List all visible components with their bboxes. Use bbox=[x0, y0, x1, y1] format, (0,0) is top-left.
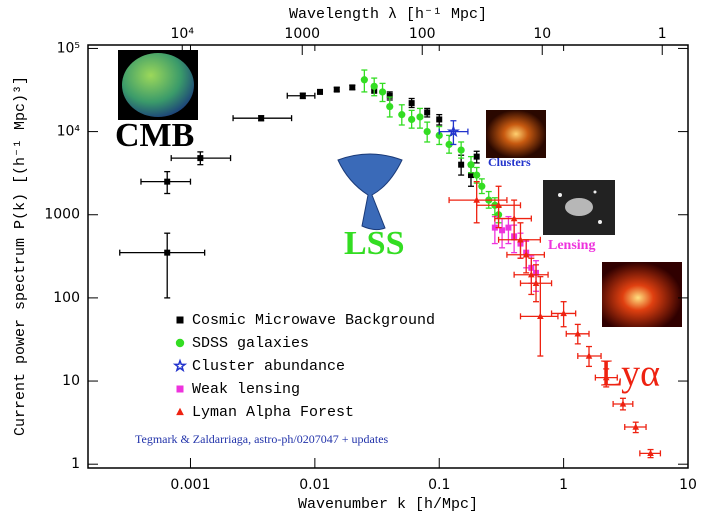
point bbox=[258, 115, 264, 121]
clusters-image bbox=[486, 110, 546, 158]
point bbox=[505, 225, 511, 231]
point bbox=[436, 116, 442, 122]
legend-label: Lyman Alpha Forest bbox=[192, 404, 354, 421]
legend-marker bbox=[176, 339, 184, 347]
point bbox=[458, 162, 464, 168]
legend-marker bbox=[177, 317, 184, 324]
x2-tick-label: 1000 bbox=[284, 26, 320, 42]
x-axis-title: Wavenumber k [h/Mpc] bbox=[298, 496, 478, 513]
cmb-image bbox=[118, 50, 198, 120]
chart: CMB LSS Clusters Lensing Lyα Tegmark & Z… bbox=[0, 0, 706, 518]
point bbox=[424, 128, 431, 135]
point bbox=[408, 116, 415, 123]
legend-marker bbox=[175, 361, 185, 370]
point bbox=[478, 183, 485, 190]
point bbox=[300, 93, 306, 99]
legend-label: SDSS galaxies bbox=[192, 335, 309, 352]
point bbox=[197, 155, 203, 161]
annotation: CMB bbox=[115, 117, 194, 154]
x-tick-label: 1 bbox=[559, 477, 568, 493]
point bbox=[467, 161, 474, 168]
y-tick-label: 10⁴ bbox=[57, 124, 81, 140]
point bbox=[386, 103, 393, 110]
y-tick-label: 10⁵ bbox=[57, 40, 80, 56]
x2-tick-label: 10 bbox=[533, 26, 551, 42]
point bbox=[398, 111, 405, 118]
point bbox=[361, 76, 368, 83]
x2-tick-label: 1 bbox=[658, 26, 667, 42]
lya-image bbox=[602, 262, 682, 327]
point bbox=[416, 113, 423, 120]
point bbox=[164, 250, 170, 256]
lensing-image bbox=[543, 180, 615, 235]
legend-label: Cosmic Microwave Background bbox=[192, 312, 435, 329]
legend-marker bbox=[176, 408, 184, 415]
x2-axis-title: Wavelength λ [h⁻¹ Mpc] bbox=[289, 6, 487, 23]
lss-shape bbox=[338, 154, 402, 230]
legend-marker bbox=[177, 386, 184, 393]
x-tick-label: 0.001 bbox=[170, 477, 210, 493]
point bbox=[349, 84, 355, 90]
point bbox=[379, 88, 386, 95]
x-tick-label: 10 bbox=[679, 477, 697, 493]
x2-tick-label: 100 bbox=[409, 26, 436, 42]
annotation: Clusters bbox=[488, 155, 531, 169]
y-axis-title: Current power spectrum P(k) [(h⁻¹ Mpc)³] bbox=[12, 76, 29, 436]
point bbox=[474, 154, 480, 160]
legend-label: Cluster abundance bbox=[192, 358, 345, 375]
annotation: Tegmark & Zaldarriaga, astro-ph/0207047 … bbox=[135, 432, 389, 446]
point bbox=[334, 87, 340, 93]
point bbox=[458, 146, 465, 153]
annotation: LSS bbox=[344, 225, 405, 262]
annotation: Lensing bbox=[548, 238, 595, 253]
annotation: Lyα bbox=[600, 353, 660, 395]
point bbox=[164, 179, 170, 185]
point bbox=[424, 109, 430, 115]
x-tick-label: 0.1 bbox=[428, 477, 450, 493]
y-tick-label: 1 bbox=[71, 456, 80, 472]
y-tick-label: 1000 bbox=[44, 207, 80, 223]
point bbox=[371, 83, 378, 90]
point bbox=[473, 171, 480, 178]
x2-tick-label: 10⁴ bbox=[171, 26, 195, 42]
point bbox=[409, 100, 415, 106]
y-tick-label: 100 bbox=[53, 290, 80, 306]
y-tick-label: 10 bbox=[62, 373, 80, 389]
x-tick-label: 0.01 bbox=[299, 477, 330, 493]
point bbox=[317, 89, 323, 95]
legend-label: Weak lensing bbox=[192, 381, 300, 398]
